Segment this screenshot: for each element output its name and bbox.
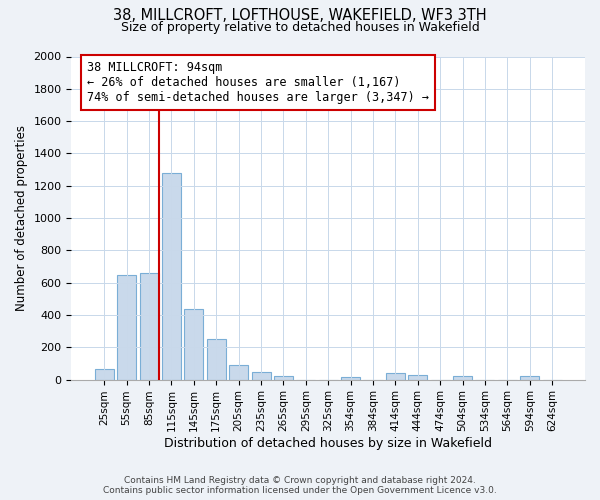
X-axis label: Distribution of detached houses by size in Wakefield: Distribution of detached houses by size … bbox=[164, 437, 492, 450]
Bar bbox=[341, 377, 360, 380]
Text: 38 MILLCROFT: 94sqm
← 26% of detached houses are smaller (1,167)
74% of semi-det: 38 MILLCROFT: 94sqm ← 26% of detached ho… bbox=[87, 62, 429, 104]
Bar bbox=[184, 308, 203, 380]
Bar bbox=[386, 373, 405, 380]
Bar bbox=[95, 369, 114, 380]
Y-axis label: Number of detached properties: Number of detached properties bbox=[15, 125, 28, 311]
Bar bbox=[520, 376, 539, 380]
Bar bbox=[207, 339, 226, 380]
Bar bbox=[162, 173, 181, 380]
Bar bbox=[274, 376, 293, 380]
Bar bbox=[251, 372, 271, 380]
Text: Contains HM Land Registry data © Crown copyright and database right 2024.
Contai: Contains HM Land Registry data © Crown c… bbox=[103, 476, 497, 495]
Bar bbox=[117, 274, 136, 380]
Bar bbox=[229, 365, 248, 380]
Text: 38, MILLCROFT, LOFTHOUSE, WAKEFIELD, WF3 3TH: 38, MILLCROFT, LOFTHOUSE, WAKEFIELD, WF3… bbox=[113, 8, 487, 22]
Bar bbox=[453, 376, 472, 380]
Bar bbox=[140, 273, 158, 380]
Bar bbox=[408, 375, 427, 380]
Text: Size of property relative to detached houses in Wakefield: Size of property relative to detached ho… bbox=[121, 21, 479, 34]
